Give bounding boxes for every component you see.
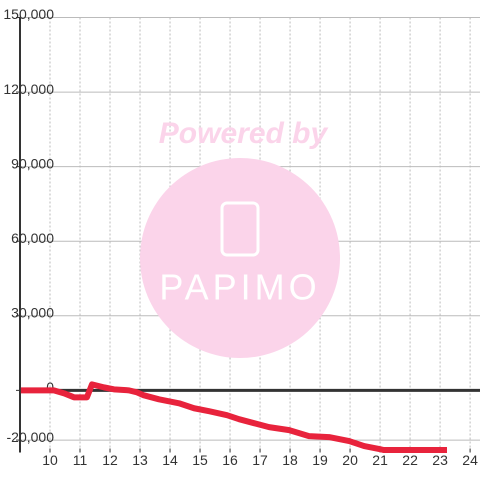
watermark-logo: PAPIMO [159, 267, 320, 308]
x-tick-label: 21 [372, 452, 388, 468]
y-tick-label: 90,000 [11, 155, 54, 171]
x-tick-label: 14 [162, 452, 178, 468]
x-tick-label: 24 [462, 452, 478, 468]
x-tick-label: 12 [102, 452, 118, 468]
x-tick-label: 11 [73, 452, 88, 468]
x-tick-label: 13 [132, 452, 148, 468]
watermark-phone-icon [220, 201, 260, 257]
y-tick-label: 30,000 [11, 304, 54, 320]
watermark-text: Powered by [159, 117, 329, 150]
data-line [20, 381, 447, 454]
y-tick-label: 150,000 [3, 6, 54, 22]
x-tick-label: 22 [402, 452, 418, 468]
x-tick-label: 16 [222, 452, 238, 468]
x-tick-label: 23 [432, 452, 448, 468]
x-tick-label: 10 [42, 452, 58, 468]
y-tick-label: 0 [46, 379, 54, 395]
y-tick-label: 120,000 [3, 81, 54, 97]
watermark-circle [140, 158, 340, 358]
x-tick-label: 15 [192, 452, 208, 468]
x-tick-label: 18 [282, 452, 298, 468]
x-tick-label: 20 [342, 452, 358, 468]
y-tick-label: -20,000 [7, 429, 55, 445]
x-tick-label: 17 [252, 452, 268, 468]
x-tick-label: 19 [312, 452, 328, 468]
y-tick-label: 60,000 [11, 230, 54, 246]
